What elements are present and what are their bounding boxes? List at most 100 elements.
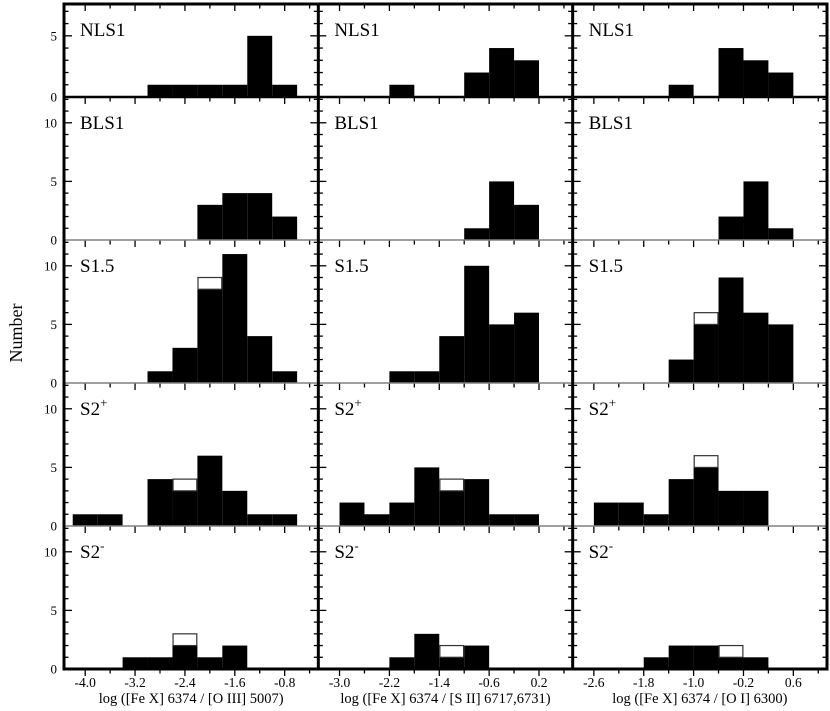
histogram-bar	[222, 490, 248, 526]
y-tick-label: 0	[51, 376, 58, 391]
panel-label: NLS1	[80, 20, 125, 41]
x-axis-title-col2: log ([Fe X] 6374 / [S II] 6717,6731)	[340, 691, 551, 707]
x-tick-label: -3.2	[124, 675, 145, 690]
histogram-bar	[147, 371, 173, 383]
panel-BLS1-col1	[197, 193, 298, 240]
histogram-bar	[439, 490, 465, 526]
histogram-bar	[643, 657, 669, 669]
panel-NLS1-col1	[147, 35, 298, 97]
histogram-bar	[464, 228, 490, 240]
histogram-bar	[668, 645, 694, 669]
y-tick-label: 5	[51, 317, 58, 332]
histogram-bar	[247, 514, 273, 526]
y-tick-label: 10	[44, 544, 57, 559]
histogram-bar	[147, 84, 173, 97]
histogram-bar	[489, 514, 515, 526]
histogram-bar	[718, 657, 744, 669]
histogram-bar	[693, 324, 719, 383]
histogram-bar	[272, 84, 298, 97]
histogram-bar	[97, 514, 123, 526]
panel-S2+-col1	[72, 455, 298, 526]
panel-BLS1-col2	[464, 181, 540, 240]
panel-S1.5-col2	[389, 265, 540, 383]
panel-NLS1-col3	[668, 48, 794, 97]
histogram-bar	[389, 502, 415, 526]
histogram-bar	[172, 347, 198, 383]
y-tick-label: 10	[44, 401, 57, 416]
histogram-bar	[247, 193, 273, 240]
panel-label: S2+	[589, 395, 616, 420]
histogram-bar	[364, 514, 390, 526]
histogram-bar	[489, 324, 515, 383]
histogram-bar	[147, 479, 173, 526]
histogram-bar	[197, 289, 223, 383]
histogram-bar	[172, 84, 198, 97]
x-tick-label: -2.2	[379, 675, 400, 690]
histogram-bar	[222, 84, 248, 97]
y-tick-label: 5	[51, 460, 58, 475]
x-tick-label: -0.6	[478, 675, 500, 690]
histogram-bar	[172, 490, 198, 526]
y-tick-label: 5	[51, 603, 58, 618]
histogram-bar	[643, 514, 669, 526]
histogram-bar	[247, 336, 273, 383]
histogram-bar-open	[718, 644, 744, 658]
histogram-bar	[197, 84, 223, 97]
x-tick-label: 0.6	[785, 675, 802, 690]
panel-label: NLS1	[589, 20, 634, 41]
panel-NLS1-col2	[389, 48, 540, 97]
histogram-bar	[272, 514, 298, 526]
histogram-bar	[247, 35, 273, 97]
histogram-bar	[414, 467, 440, 526]
histogram-bar	[718, 216, 744, 240]
histogram-bar	[668, 84, 694, 97]
histogram-bar	[464, 479, 490, 526]
figure-text: NLS1 NLS1 NLS1 0 5 BLS1 BLS1 BLS1 0 5 10 S1.5 S1.5 S1…	[44, 20, 802, 690]
histogram-bar	[718, 490, 744, 526]
histogram-bar-open	[439, 644, 465, 658]
y-tick-label: 5	[51, 174, 58, 189]
x-axis-title-col3: log ([Fe X] 6374 / [O I] 6300)	[612, 691, 788, 707]
y-tick-label: 5	[51, 28, 58, 43]
histogram-bar-open	[172, 633, 198, 647]
histogram-bar	[593, 502, 619, 526]
histogram-bar	[464, 265, 490, 383]
panel-label: S2+	[80, 395, 107, 420]
x-tick-label: -2.6	[583, 675, 605, 690]
histogram-bar-open	[172, 478, 198, 492]
histogram-bar	[768, 324, 794, 383]
histogram-bar	[743, 312, 769, 383]
histogram-bar	[768, 228, 794, 240]
panel-S2--col1	[122, 633, 248, 669]
x-tick-label: -0.2	[733, 675, 754, 690]
histogram-bar	[389, 84, 415, 97]
panel-S1.5-col1	[147, 254, 298, 383]
histogram-bar	[272, 371, 298, 383]
histogram-bar	[514, 60, 540, 97]
histogram-bar	[464, 645, 490, 669]
histogram-bar	[743, 181, 769, 240]
histogram-bar	[464, 72, 490, 97]
x-tick-label: -3.0	[329, 675, 351, 690]
histogram-bar	[668, 359, 694, 383]
x-tick-label: -4.0	[75, 675, 97, 690]
histogram-bar-open	[693, 455, 719, 468]
panel-label: BLS1	[334, 113, 378, 134]
panel-label: S2-	[80, 538, 104, 563]
y-tick-label: 0	[51, 519, 58, 534]
histogram-bar-open	[439, 478, 465, 492]
histogram-bar	[768, 72, 794, 97]
panel-label: S2-	[334, 538, 358, 563]
panel-label: S2-	[589, 538, 613, 563]
panel-BLS1-col3	[718, 181, 794, 240]
panel-label: BLS1	[80, 113, 124, 134]
panel-S2--col3	[643, 644, 769, 669]
histogram-bar	[414, 371, 440, 383]
histogram-bar	[668, 479, 694, 526]
y-tick-label: 0	[51, 90, 58, 105]
histogram-bar	[439, 657, 465, 669]
histogram-bar	[197, 657, 223, 669]
histogram-bar-open	[693, 312, 719, 325]
y-axis-title: Number	[6, 303, 26, 363]
